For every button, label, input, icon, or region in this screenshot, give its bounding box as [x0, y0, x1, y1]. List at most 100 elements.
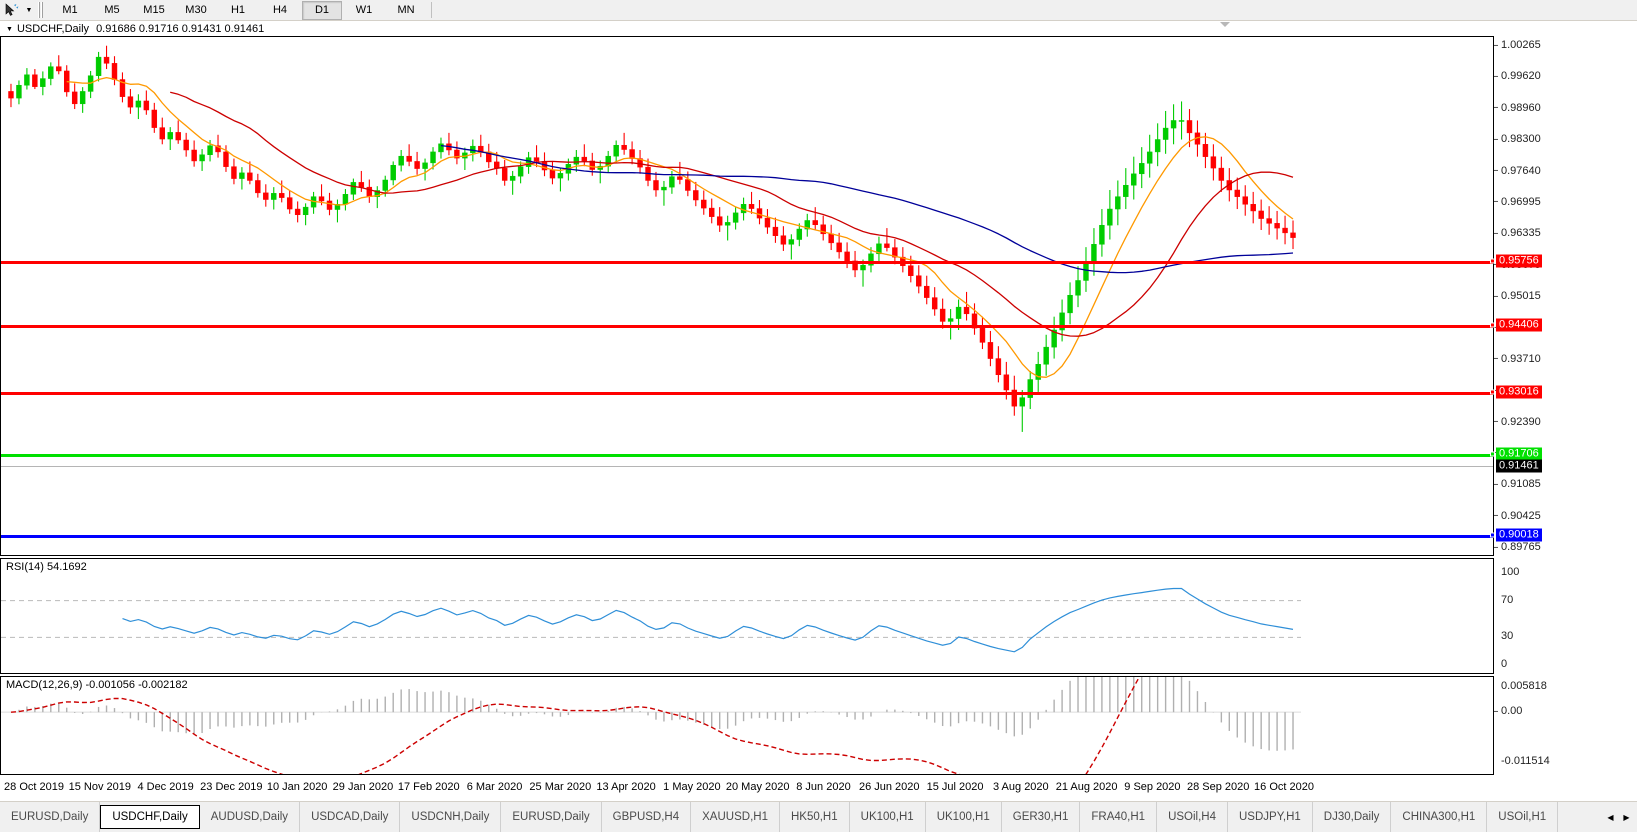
- timeframe-group: M1 M5 M15 M30 H1 H4 D1 W1 MN: [49, 0, 427, 20]
- macd-indicator-panel[interactable]: MACD(12,26,9) -0.001056 -0.002182: [0, 676, 1493, 775]
- chart-tab-bar: EURUSD,Daily USDCHF,Daily AUDUSD,Daily USDC…: [0, 801, 1637, 832]
- chart-tab-eurusd-daily[interactable]: EURUSD,Daily: [0, 802, 101, 832]
- date-label: 6 Mar 2020: [466, 781, 523, 793]
- macd-tick: 0.005818: [1501, 680, 1547, 693]
- rsi-line: [122, 587, 1294, 653]
- price-tick: 0.99620: [1494, 70, 1541, 82]
- rsi-tick: 0: [1501, 658, 1508, 671]
- date-label: 21 Aug 2020: [1055, 781, 1118, 793]
- macd-label: MACD(12,26,9) -0.001056 -0.002182: [5, 679, 189, 691]
- price-tick: 0.96335: [1494, 227, 1541, 239]
- price-tick: 0.96995: [1494, 196, 1541, 208]
- rsi-tick: 30: [1501, 630, 1514, 643]
- chart-tab-uk100-h1[interactable]: UK100,H1: [926, 802, 1002, 832]
- chart-tab-hk50-h1[interactable]: HK50,H1: [780, 802, 850, 832]
- macd-tick: 0.00: [1494, 705, 1522, 717]
- ma-fast-line: [66, 76, 1294, 378]
- rsi-series: [1, 587, 1301, 653]
- chart-tab-dj30-daily[interactable]: DJ30,Daily: [1313, 802, 1392, 832]
- date-label: 1 May 2020: [663, 781, 721, 793]
- timeframe-m15[interactable]: M15: [143, 3, 165, 16]
- date-label: 8 Jun 2020: [796, 781, 851, 793]
- rsi-axis: 100 70 30 0: [1493, 558, 1637, 674]
- chart-shift-marker[interactable]: [1220, 22, 1230, 27]
- macd-signal-line: [10, 677, 1141, 774]
- price-tick: 0.89765: [1494, 541, 1541, 553]
- timeframe-h4[interactable]: H4: [272, 3, 288, 16]
- date-label: 10 Jan 2020: [266, 781, 328, 793]
- price-tick: 0.97640: [1494, 164, 1541, 177]
- macd-series: [1, 677, 1301, 774]
- tab-scroll-controls: ◀ ▶: [1600, 802, 1637, 832]
- date-label: 13 Apr 2020: [596, 781, 656, 793]
- date-label: 16 Oct 2020: [1254, 781, 1314, 793]
- chart-tab-usoil-h4[interactable]: USOil,H4: [1157, 802, 1228, 832]
- chart-tab-china300-h1[interactable]: CHINA300,H1: [1391, 802, 1488, 832]
- chart-tab-usdcnh-daily[interactable]: USDCNH,Daily: [400, 802, 502, 832]
- cursor-dropdown-icon[interactable]: ▼: [25, 6, 33, 14]
- price-tick: 0.98300: [1494, 133, 1541, 145]
- top-toolbar: ▼ M1 M5 M15 M30 H1 H4 D1 W1 MN: [0, 0, 1637, 21]
- chart-tab-xauusd-h1[interactable]: XAUUSD,H1: [691, 802, 780, 832]
- price-tag-support-1[interactable]: 0.91706: [1496, 447, 1542, 461]
- timeframe-m1[interactable]: M1: [62, 3, 78, 16]
- rsi-label: RSI(14) 54.1692: [5, 561, 88, 573]
- macd-axis: 0.005818 0.00 -0.011514: [1493, 676, 1637, 775]
- date-label: 28 Sep 2020: [1187, 781, 1250, 793]
- date-label: 15 Jul 2020: [926, 781, 984, 793]
- chart-tab-usdjpy-h1[interactable]: USDJPY,H1: [1228, 802, 1313, 832]
- chart-tab-uk100-h1[interactable]: UK100,H1: [850, 802, 926, 832]
- chart-tab-usdcad-daily[interactable]: USDCAD,Daily: [300, 802, 401, 832]
- price-tag-resistance-2[interactable]: 0.94406: [1496, 318, 1542, 332]
- price-chart-panel[interactable]: [0, 36, 1495, 556]
- date-label: 4 Dec 2019: [137, 781, 194, 793]
- date-label: 20 May 2020: [725, 781, 790, 793]
- chart-tab-audusd-daily[interactable]: AUDUSD,Daily: [200, 802, 301, 832]
- chart-tab-gbpusd-h4[interactable]: GBPUSD,H4: [602, 802, 692, 832]
- candlestick-series: [8, 45, 1296, 432]
- chevron-left-icon[interactable]: ◀: [1607, 812, 1614, 822]
- chart-tab-usdchf-daily[interactable]: USDCHF,Daily: [100, 805, 200, 829]
- timeframe-mn[interactable]: MN: [397, 3, 415, 16]
- price-tick: 0.93710: [1494, 353, 1541, 365]
- date-label: 23 Dec 2019: [200, 781, 263, 793]
- chart-tab-fra40-h1[interactable]: FRA40,H1: [1080, 802, 1158, 832]
- chart-tabs: EURUSD,Daily USDCHF,Daily AUDUSD,Daily USDC…: [0, 802, 1559, 832]
- chart-menu-caret-icon[interactable]: ▼: [6, 25, 13, 33]
- date-label: 9 Sep 2020: [1124, 781, 1181, 793]
- timeframe-d1[interactable]: D1: [302, 0, 342, 20]
- crosshair-cursor-icon[interactable]: [0, 1, 22, 19]
- macd-tick: -0.011514: [1501, 755, 1550, 768]
- price-tag-resistance-1[interactable]: 0.95756: [1496, 254, 1542, 268]
- price-tick: 0.91085: [1494, 478, 1541, 490]
- date-label: 28 Oct 2019: [4, 781, 64, 793]
- price-tick: 0.95015: [1494, 290, 1541, 302]
- chart-tab-usoil-h1[interactable]: USOil,H1: [1487, 802, 1559, 832]
- rsi-tick: 100: [1501, 566, 1520, 579]
- date-label: 17 Feb 2020: [397, 781, 460, 793]
- timeframe-h1[interactable]: H1: [230, 3, 246, 16]
- date-label: 29 Jan 2020: [332, 781, 394, 793]
- timeframe-w1[interactable]: W1: [355, 3, 373, 16]
- rsi-indicator-panel[interactable]: RSI(14) 54.1692: [0, 558, 1493, 674]
- price-tag-resistance-3[interactable]: 0.93016: [1496, 385, 1542, 399]
- chart-tab-eurusd-daily[interactable]: EURUSD,Daily: [501, 802, 602, 832]
- date-axis[interactable]: 28 Oct 2019 15 Nov 2019 4 Dec 2019 23 Dec 2…: [0, 776, 1637, 802]
- date-label: 25 Mar 2020: [529, 781, 592, 793]
- price-tick: 0.90425: [1494, 510, 1541, 522]
- current-price-tag: 0.91461: [1496, 459, 1542, 473]
- toolbar-grip[interactable]: [38, 2, 45, 18]
- date-label: 3 Aug 2020: [992, 781, 1049, 793]
- symbol-label: USDCHF,Daily: [16, 23, 90, 35]
- price-axis[interactable]: 1.00265 0.99620 0.98960 0.98300 0.97640 0.969…: [1493, 36, 1637, 556]
- price-tag-support-2[interactable]: 0.90018: [1496, 528, 1542, 542]
- chevron-right-icon[interactable]: ▶: [1623, 812, 1630, 822]
- price-tick: 0.92390: [1494, 415, 1541, 428]
- rsi-tick: 70: [1501, 593, 1514, 606]
- price-tick: 0.98960: [1494, 102, 1541, 114]
- timeframe-m30[interactable]: M30: [185, 3, 207, 16]
- ma-mid-line: [170, 91, 1294, 337]
- timeframe-m5[interactable]: M5: [104, 3, 120, 16]
- date-label: 15 Nov 2019: [68, 781, 131, 793]
- chart-tab-ger30-h1[interactable]: GER30,H1: [1002, 802, 1081, 832]
